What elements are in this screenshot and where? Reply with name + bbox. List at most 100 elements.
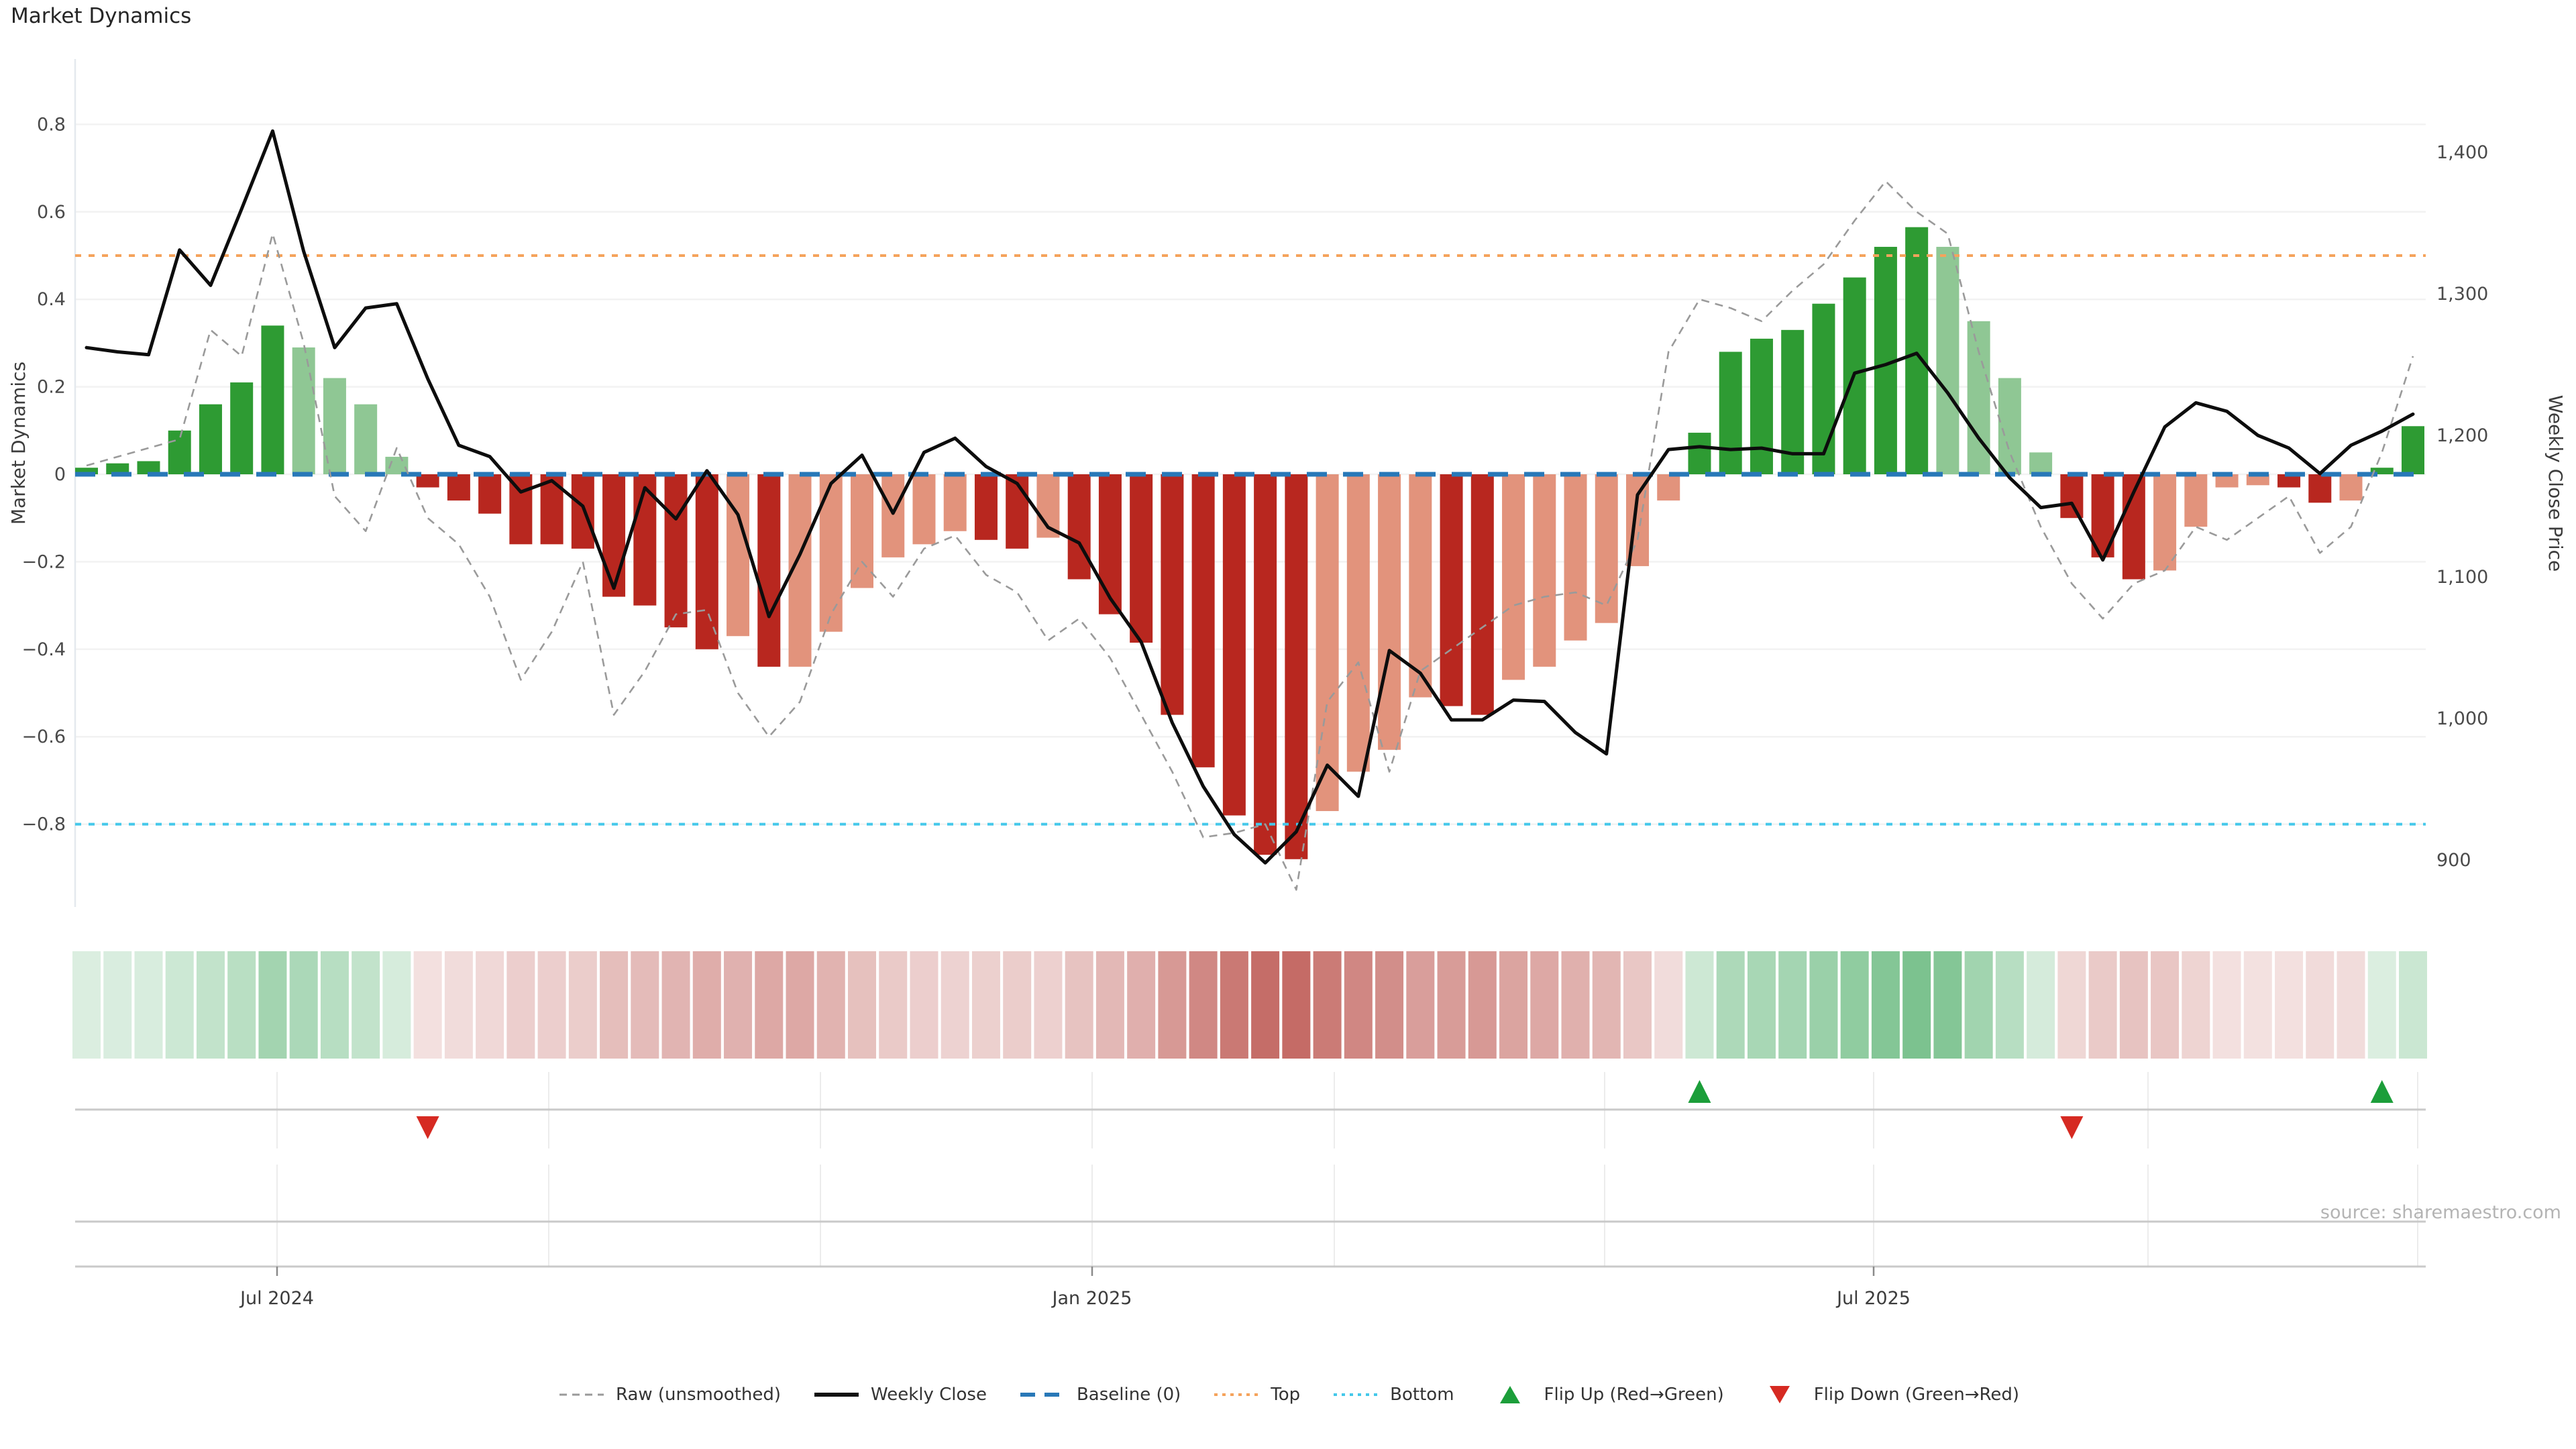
heatmap-cell-week-4 <box>165 951 194 1059</box>
legend-label-3: Top <box>1271 1385 1301 1405</box>
right-axis-title: Weekly Close Price <box>2544 394 2567 572</box>
heatmap-cell-week-9 <box>320 951 349 1059</box>
heatmap-cell-week-16 <box>537 951 566 1059</box>
right-tick-900: 900 <box>2436 850 2471 871</box>
bar-week-17 <box>571 474 594 549</box>
heatmap-cell-week-23 <box>755 951 784 1059</box>
heatmap-cell-week-69 <box>2182 951 2210 1059</box>
bar-week-72 <box>2277 474 2301 488</box>
left-tick--0.8: −0.8 <box>21 814 66 835</box>
right-tick-1400: 1,400 <box>2436 142 2488 163</box>
heatmap-cell-week-60 <box>1902 951 1931 1059</box>
heatmap-cell-week-8 <box>289 951 318 1059</box>
right-tick-1200: 1,200 <box>2436 425 2488 446</box>
heatmap-cell-week-39 <box>1251 951 1280 1059</box>
bar-week-60 <box>1905 227 1929 474</box>
bar-week-3 <box>137 461 160 474</box>
heatmap-cell-week-54 <box>1716 951 1745 1059</box>
heatmap-cell-week-40 <box>1282 951 1311 1059</box>
legend-item-6: Flip Down (Green→Red) <box>1755 1383 2019 1406</box>
heatmap-cell-week-38 <box>1220 951 1248 1059</box>
legend-item-3: Top <box>1212 1383 1300 1406</box>
bar-week-47 <box>1502 474 1525 680</box>
axis-tick-labels: 0.8 0.6 0.4 0.2 0 −0.2 −0.4 −0.6 −0.8 1,400 1,300 1… <box>21 114 2488 871</box>
bar-week-41 <box>1316 474 1339 812</box>
heatmap-cell-week-62 <box>1964 951 1993 1059</box>
heatmap-cell-week-29 <box>941 951 969 1059</box>
bar-week-1 <box>75 468 98 474</box>
bar-week-12 <box>416 474 439 488</box>
bar-week-53 <box>1688 433 1711 474</box>
heatmap-strip <box>72 951 2427 1059</box>
bar-week-69 <box>2184 474 2208 527</box>
page-title: Market Dynamics <box>11 4 192 28</box>
heatmap-cell-week-14 <box>476 951 504 1059</box>
bar-week-52 <box>1657 474 1680 501</box>
left-tick--0.6: −0.6 <box>21 727 66 747</box>
heatmap-cell-week-49 <box>1561 951 1590 1059</box>
heatmap-cell-week-46 <box>1468 951 1497 1059</box>
raw-series-line <box>86 180 2414 891</box>
bar-week-26 <box>851 474 873 588</box>
heatmap-cell-week-57 <box>1809 951 1838 1059</box>
right-tick-1100: 1,100 <box>2436 567 2488 588</box>
left-tick-0.2: 0.2 <box>37 377 66 398</box>
heatmap-cell-week-34 <box>1095 951 1124 1059</box>
left-tick-0.6: 0.6 <box>37 202 66 223</box>
bar-week-36 <box>1161 474 1184 715</box>
legend-label-6: Flip Down (Green→Red) <box>1813 1385 2020 1405</box>
dashed-line-icon <box>559 1393 604 1396</box>
bar-week-23 <box>757 474 781 667</box>
legend-label-1: Weekly Close <box>871 1385 987 1405</box>
bar-week-75 <box>2370 468 2394 474</box>
heatmap-cell-week-24 <box>786 951 814 1059</box>
heatmap-cell-week-1 <box>72 951 101 1059</box>
legend-item-2: Baseline (0) <box>1018 1383 1181 1406</box>
heatmap-cell-week-44 <box>1406 951 1435 1059</box>
flip-down-marker-week-12 <box>416 1116 439 1139</box>
bar-week-33 <box>1067 474 1091 580</box>
bar-week-11 <box>385 456 409 474</box>
bar-week-8 <box>292 347 315 474</box>
heatmap-cell-week-18 <box>600 951 629 1059</box>
heatmap-cell-week-32 <box>1034 951 1063 1059</box>
bar-week-54 <box>1719 352 1742 474</box>
heatmap-cell-week-13 <box>444 951 473 1059</box>
legend-label-2: Baseline (0) <box>1076 1385 1181 1405</box>
heatmap-cell-week-67 <box>2119 951 2148 1059</box>
bar-week-63 <box>1998 378 2021 474</box>
bar-week-62 <box>1967 321 1990 474</box>
heatmap-cell-week-66 <box>2088 951 2117 1059</box>
bar-week-49 <box>1564 474 1587 641</box>
bar-week-15 <box>509 474 533 545</box>
heatmap-cell-week-28 <box>910 951 938 1059</box>
heatmap-cell-week-10 <box>352 951 380 1059</box>
heatmap-cell-week-74 <box>2337 951 2365 1059</box>
heatmap-cell-week-52 <box>1654 951 1683 1059</box>
legend-item-5: Flip Up (Red→Green) <box>1485 1383 1724 1406</box>
heatmap-cell-week-58 <box>1840 951 1869 1059</box>
heatmap-cell-week-64 <box>2027 951 2055 1059</box>
heatmap-cell-week-41 <box>1313 951 1342 1059</box>
x-tick-label-2: Jul 2025 <box>1835 1288 1911 1309</box>
bar-week-5 <box>199 404 222 474</box>
bar-week-46 <box>1470 474 1494 715</box>
heatmap-cell-week-61 <box>1933 951 1962 1059</box>
bar-week-37 <box>1191 474 1215 767</box>
heatmap-cell-week-71 <box>2243 951 2272 1059</box>
heatmap-cell-week-11 <box>382 951 411 1059</box>
source-attribution: source: sharemaestro.com <box>2320 1202 2561 1223</box>
bar-week-30 <box>974 474 998 540</box>
heatmap-cell-week-59 <box>1871 951 1900 1059</box>
bar-week-38 <box>1222 474 1246 816</box>
bar-week-35 <box>1130 474 1153 643</box>
bar-week-2 <box>106 463 129 474</box>
bar-week-40 <box>1285 474 1308 859</box>
left-axis-title: Market Dynamics <box>7 361 30 525</box>
dynamics-bars <box>75 227 2424 859</box>
left-tick-0.4: 0.4 <box>37 289 66 310</box>
bar-week-4 <box>168 430 191 474</box>
bar-week-21 <box>695 474 718 649</box>
left-tick-0.8: 0.8 <box>37 114 66 135</box>
bar-week-68 <box>2153 474 2177 571</box>
